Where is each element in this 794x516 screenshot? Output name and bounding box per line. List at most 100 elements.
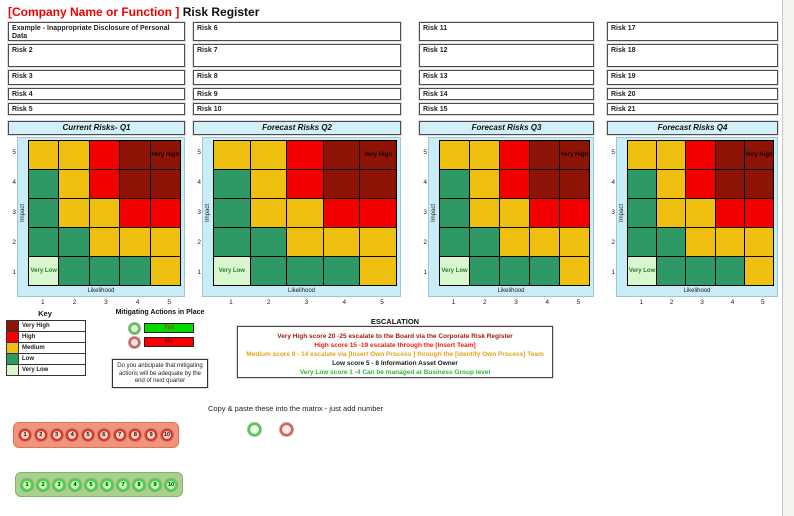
risk-name-cell[interactable]: Risk 7: [193, 44, 401, 67]
matrix-cell[interactable]: [323, 199, 360, 227]
matrix-cell[interactable]: [628, 228, 657, 256]
risk-name-cell[interactable]: Risk 12: [419, 44, 594, 67]
risk-name-cell[interactable]: Risk 18: [607, 44, 778, 67]
green-numbered-marker[interactable]: 1: [21, 478, 33, 491]
matrix-cell[interactable]: [214, 199, 250, 227]
matrix-cell[interactable]: Very High: [560, 141, 589, 169]
matrix-cell[interactable]: [440, 141, 469, 169]
matrix-cell[interactable]: [560, 170, 589, 198]
red-numbered-marker[interactable]: 6: [97, 429, 110, 441]
matrix-cell[interactable]: [686, 228, 715, 256]
matrix-cell[interactable]: [150, 199, 180, 227]
matrix-cell[interactable]: [287, 141, 323, 169]
red-numbered-marker[interactable]: 4: [66, 429, 79, 441]
matrix-cell[interactable]: [150, 228, 180, 256]
matrix-cell[interactable]: [657, 228, 686, 256]
red-numbered-marker[interactable]: 1: [19, 429, 31, 441]
risk-name-cell[interactable]: Risk 20: [607, 88, 778, 100]
matrix-cell[interactable]: [657, 170, 686, 198]
matrix-cell[interactable]: [530, 257, 559, 285]
matrix-cell[interactable]: [29, 228, 59, 256]
matrix-cell[interactable]: [89, 170, 120, 198]
red-marker-icon[interactable]: [280, 423, 293, 436]
risk-name-cell[interactable]: Risk 8: [193, 70, 401, 85]
red-numbered-marker[interactable]: 9: [145, 429, 158, 441]
risk-name-cell[interactable]: Risk 11: [419, 22, 594, 41]
matrix-cell[interactable]: [560, 199, 589, 227]
matrix-cell[interactable]: [500, 199, 529, 227]
no-radio-icon[interactable]: [129, 336, 140, 348]
no-option-box[interactable]: No: [144, 337, 194, 347]
red-numbered-marker[interactable]: 7: [113, 429, 126, 441]
matrix-cell[interactable]: [89, 257, 120, 285]
matrix-cell[interactable]: [744, 228, 773, 256]
matrix-cell[interactable]: [500, 170, 529, 198]
matrix-cell[interactable]: [657, 141, 686, 169]
matrix-cell[interactable]: [628, 170, 657, 198]
matrix-cell[interactable]: [500, 257, 529, 285]
matrix-cell[interactable]: [744, 170, 773, 198]
green-numbered-marker[interactable]: 9: [149, 478, 161, 491]
matrix-cell[interactable]: [530, 199, 559, 227]
risk-name-cell[interactable]: Risk 9: [193, 88, 401, 100]
yes-option-box[interactable]: Yes: [144, 323, 194, 333]
matrix-cell[interactable]: [89, 228, 120, 256]
matrix-cell[interactable]: [360, 228, 396, 256]
green-numbered-marker[interactable]: 8: [133, 478, 145, 491]
matrix-cell[interactable]: [287, 228, 323, 256]
matrix-cell[interactable]: [715, 141, 744, 169]
matrix-cell[interactable]: [686, 199, 715, 227]
matrix-cell[interactable]: [120, 170, 150, 198]
matrix-cell[interactable]: [744, 199, 773, 227]
matrix-cell[interactable]: [89, 199, 120, 227]
green-numbered-marker[interactable]: 4: [69, 478, 81, 491]
matrix-cell[interactable]: [29, 170, 59, 198]
matrix-cell[interactable]: [628, 199, 657, 227]
matrix-cell[interactable]: [657, 199, 686, 227]
risk-name-cell[interactable]: Risk 14: [419, 88, 594, 100]
matrix-cell[interactable]: [440, 170, 469, 198]
matrix-cell[interactable]: Very High: [150, 141, 180, 169]
risk-name-cell[interactable]: Risk 3: [8, 70, 185, 85]
matrix-cell[interactable]: [287, 170, 323, 198]
matrix-cell[interactable]: [59, 257, 89, 285]
matrix-cell[interactable]: [686, 170, 715, 198]
matrix-cell[interactable]: Very Low: [440, 257, 469, 285]
matrix-cell[interactable]: Very Low: [214, 257, 250, 285]
matrix-cell[interactable]: [440, 199, 469, 227]
matrix-cell[interactable]: [530, 228, 559, 256]
risk-name-cell[interactable]: Risk 5: [8, 103, 185, 115]
risk-name-cell[interactable]: Risk 10: [193, 103, 401, 115]
matrix-cell[interactable]: [120, 141, 150, 169]
matrix-cell[interactable]: [530, 141, 559, 169]
matrix-cell[interactable]: [715, 170, 744, 198]
matrix-cell[interactable]: [250, 228, 287, 256]
matrix-cell[interactable]: [715, 257, 744, 285]
red-numbered-marker[interactable]: 5: [82, 429, 95, 441]
risk-name-cell[interactable]: Risk 21: [607, 103, 778, 115]
red-numbered-marker[interactable]: 3: [50, 429, 63, 441]
red-numbered-marker[interactable]: 8: [129, 429, 142, 441]
green-numbered-marker[interactable]: 10: [165, 478, 177, 491]
matrix-cell[interactable]: [250, 170, 287, 198]
matrix-cell[interactable]: [214, 170, 250, 198]
risk-name-cell[interactable]: Risk 6: [193, 22, 401, 41]
matrix-cell[interactable]: [500, 228, 529, 256]
risk-name-cell[interactable]: Risk 17: [607, 22, 778, 41]
matrix-cell[interactable]: [214, 228, 250, 256]
green-numbered-marker[interactable]: 5: [85, 478, 97, 491]
matrix-cell[interactable]: [323, 170, 360, 198]
matrix-cell[interactable]: [500, 141, 529, 169]
matrix-cell[interactable]: [530, 170, 559, 198]
matrix-cell[interactable]: [560, 257, 589, 285]
matrix-cell[interactable]: Very High: [744, 141, 773, 169]
matrix-cell[interactable]: Very Low: [628, 257, 657, 285]
matrix-cell[interactable]: [150, 170, 180, 198]
matrix-cell[interactable]: [29, 199, 59, 227]
matrix-cell[interactable]: [120, 228, 150, 256]
matrix-cell[interactable]: [287, 199, 323, 227]
matrix-cell[interactable]: [628, 141, 657, 169]
matrix-cell[interactable]: [287, 257, 323, 285]
matrix-cell[interactable]: [120, 257, 150, 285]
risk-name-cell[interactable]: Risk 4: [8, 88, 185, 100]
